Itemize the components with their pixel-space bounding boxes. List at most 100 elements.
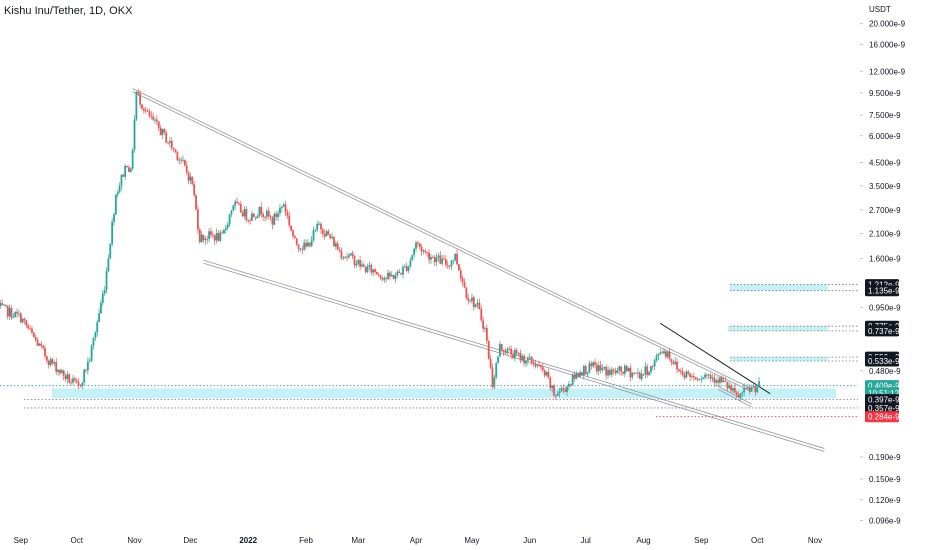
candle-body	[571, 374, 574, 385]
candle-body	[413, 248, 416, 255]
candle-body	[238, 203, 240, 204]
candle-body	[308, 242, 311, 246]
candle-body	[206, 238, 209, 240]
candle-body	[349, 253, 352, 256]
y-tick-label: 0.120e-9	[869, 496, 901, 505]
candle-body	[316, 224, 319, 230]
candle-body	[392, 274, 395, 279]
candle-body	[512, 354, 514, 359]
candle-body	[715, 380, 718, 383]
candle-body	[400, 273, 403, 275]
candle-body	[42, 345, 45, 348]
candle-body	[264, 216, 266, 218]
candle-body	[90, 345, 93, 361]
candle-body	[338, 249, 341, 251]
x-tick-label: Sep	[14, 536, 29, 545]
y-tick-label: 0.950e-9	[869, 303, 901, 312]
candle-body	[94, 332, 97, 338]
candle-body	[333, 237, 335, 247]
candle-body	[146, 110, 149, 112]
candle-body	[342, 257, 345, 259]
y-tick-label: 6.000e-9	[869, 132, 901, 141]
candle-body	[215, 233, 218, 241]
candle-body	[169, 140, 171, 143]
candle-body	[92, 337, 95, 346]
candle-body	[29, 328, 32, 330]
candle-body	[241, 212, 244, 217]
candle-body	[648, 372, 650, 376]
candle-body	[299, 248, 302, 250]
candle-body	[348, 255, 350, 258]
candle-body	[176, 151, 179, 160]
chart-title: Kishu Inu/Tether, 1D, OKX	[4, 5, 133, 17]
candle-body	[692, 376, 695, 378]
y-tick-label: 0.150e-9	[869, 475, 901, 484]
candle-body	[510, 348, 513, 355]
candle-body	[556, 393, 559, 396]
price-axis[interactable]: USDT 20.000e-9 16.000e-9 12.000e-9 9.500e-9 7…	[860, 5, 906, 526]
candle-body	[185, 165, 188, 173]
candle-body	[191, 176, 194, 185]
price-tag-label: 0.357e-9	[868, 404, 900, 413]
candle-body	[407, 266, 410, 271]
candle-body	[724, 380, 727, 382]
candle-body	[251, 213, 253, 221]
candle-body	[461, 278, 464, 283]
candle-body	[273, 213, 276, 225]
candle-body	[170, 140, 173, 149]
candle-body	[745, 387, 747, 389]
candle-body	[409, 260, 412, 267]
candle-body	[152, 116, 155, 120]
candle-body	[247, 220, 250, 221]
candle-body	[189, 176, 192, 181]
candle-body	[443, 258, 445, 260]
candle-body	[577, 373, 580, 377]
x-tick-label: Sep	[694, 536, 709, 545]
candle-body	[661, 352, 664, 354]
candle-body	[85, 369, 87, 371]
x-tick-label: Nov	[127, 536, 141, 545]
y-tick-label: 1.600e-9	[869, 255, 901, 264]
candle-body	[756, 387, 759, 393]
candle-body	[101, 293, 104, 303]
candle-body	[144, 110, 147, 112]
candle-body	[379, 275, 382, 279]
candle-body	[422, 250, 425, 252]
price-tags-layer: 1.212e-91.135e-90.775e-90.737e-90.556e-9…	[865, 279, 900, 423]
candle-body	[318, 223, 320, 225]
candle-body	[733, 387, 736, 393]
candle-body	[554, 395, 557, 397]
candle-body	[394, 275, 397, 279]
candle-body	[223, 229, 225, 234]
candle-body	[717, 380, 719, 383]
candle-body	[204, 238, 207, 241]
channel-line	[203, 262, 825, 452]
candle-body	[444, 259, 447, 265]
candle-body	[208, 231, 210, 240]
candle-body	[463, 282, 466, 288]
candle-body	[586, 372, 589, 375]
candle-body	[741, 392, 744, 394]
candle-body	[107, 258, 110, 271]
candle-body	[526, 357, 529, 361]
candle-body	[88, 360, 91, 362]
candle-body	[129, 168, 132, 172]
candle-body	[359, 260, 361, 267]
candle-body	[595, 364, 598, 372]
candle-body	[543, 370, 546, 376]
candle-body	[19, 313, 22, 323]
time-axis[interactable]: Sep Oct Nov Dec 2022 Feb Mar Apr May Jun Jul Aug Sep…	[14, 536, 822, 545]
candle-body	[623, 365, 626, 374]
candle-body	[23, 318, 26, 321]
candle-body	[666, 351, 669, 357]
candle-body	[165, 132, 168, 143]
candle-body	[139, 93, 141, 105]
y-tick-label: 12.000e-9	[869, 67, 906, 76]
candle-body	[81, 382, 84, 387]
candle-body	[487, 340, 490, 359]
candle-body	[40, 343, 43, 346]
candle-body	[504, 352, 507, 354]
candle-body	[678, 369, 680, 372]
price-tag-box	[865, 285, 899, 297]
